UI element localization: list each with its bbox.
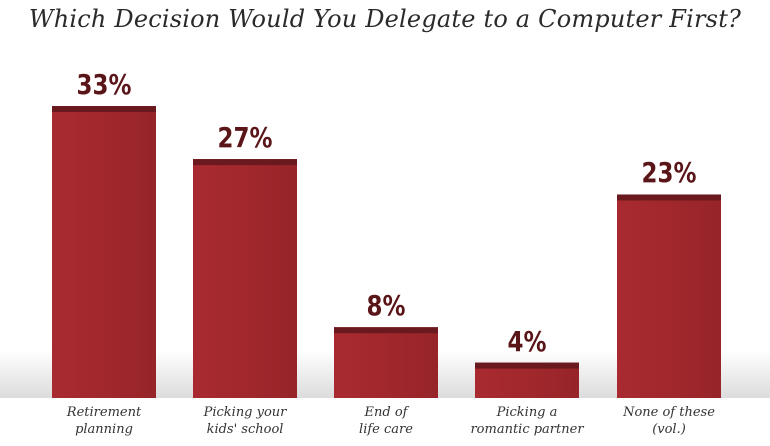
- category-label-0: Retirement planning: [66, 405, 142, 437]
- bar-cap-1: [193, 159, 297, 166]
- category-label-3: Picking a romantic partner: [470, 405, 584, 437]
- bar-4: [617, 194, 721, 398]
- value-label-1: 27%: [217, 121, 273, 155]
- category-label-2: End of life care: [359, 405, 413, 437]
- bar-cap-2: [334, 327, 438, 334]
- value-label-2: 8%: [366, 289, 406, 323]
- bar-0: [52, 106, 156, 398]
- value-label-3: 4%: [507, 324, 547, 358]
- chart-title: Which Decision Would You Delegate to a C…: [28, 5, 742, 33]
- bar-1: [193, 159, 297, 398]
- category-label-1: Picking your kids' school: [203, 405, 287, 437]
- value-label-4: 23%: [641, 156, 697, 190]
- bar-2: [334, 327, 438, 398]
- bar-cap-3: [475, 362, 579, 369]
- bar-cap-4: [617, 194, 721, 201]
- category-label-4: None of these (vol.): [623, 405, 715, 437]
- bar-cap-0: [52, 106, 156, 112]
- value-label-0: 33%: [76, 68, 132, 101]
